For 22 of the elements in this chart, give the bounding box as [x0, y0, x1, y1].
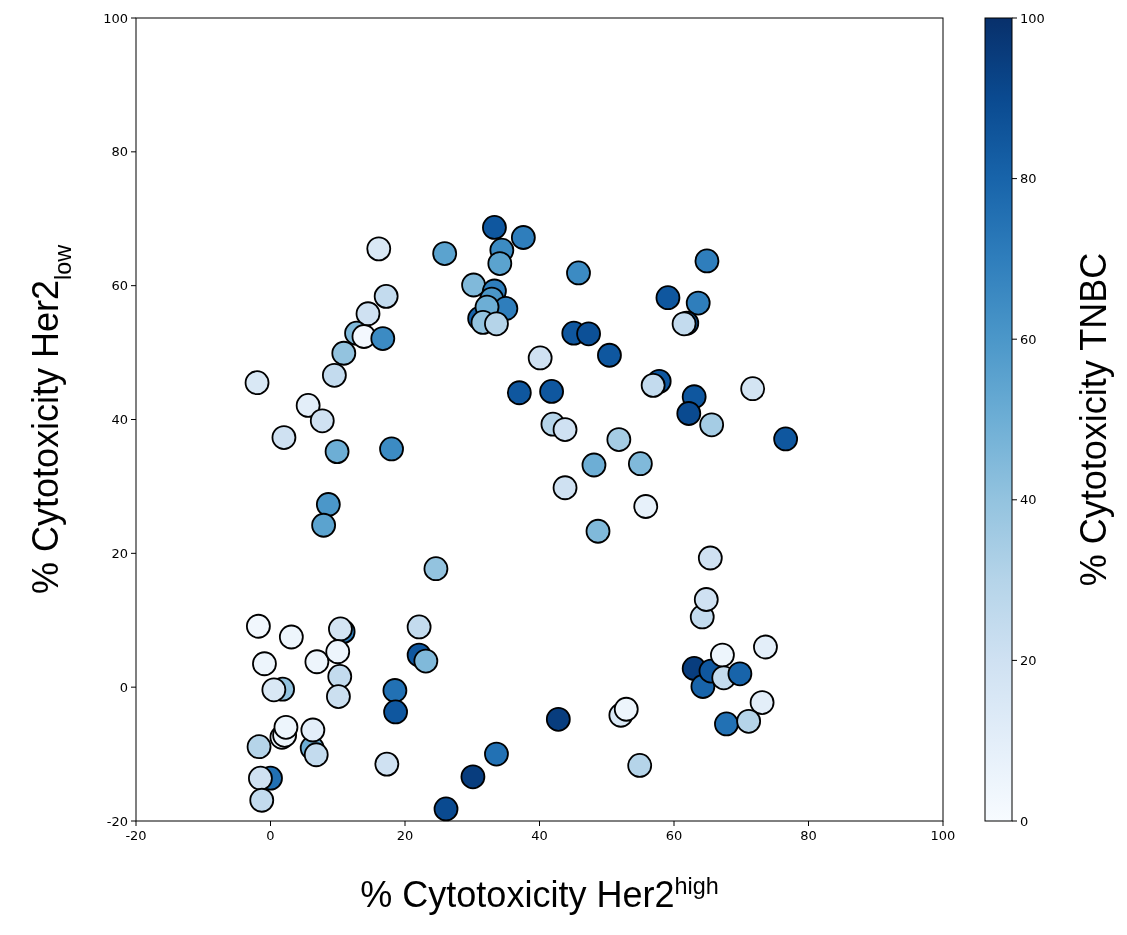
x-tick-label: 100 [930, 828, 956, 843]
color-bar-label: 0 [1020, 813, 1029, 829]
y-tick-label: 40 [111, 412, 128, 427]
color-bar-title: % Cytotoxicity TNBC [1073, 252, 1114, 587]
y-tick-label: 60 [111, 278, 128, 294]
x-tick-label: 40 [531, 828, 548, 843]
x-tick-label: 0 [266, 828, 275, 843]
x-tick-label: -20 [125, 828, 147, 843]
color-bar-label: 40 [1020, 492, 1037, 508]
color-bar-label: 20 [1020, 652, 1037, 668]
y-tick-label: 20 [111, 545, 128, 561]
x-tick-label: 60 [665, 828, 683, 843]
x-tick-label: 20 [396, 828, 414, 843]
y-tick-label: 0 [119, 679, 128, 695]
x-tick-label: 80 [800, 828, 817, 843]
color-bar-label: 80 [1020, 171, 1037, 187]
y-tick-label: 80 [111, 144, 128, 160]
x-axis-title: % Cytotoxicity Her2$^{high}$ [360, 873, 719, 915]
color-bar-label: 60 [1020, 331, 1037, 347]
y-tick-label: 100 [103, 10, 128, 26]
y-tick-label: -20 [106, 813, 128, 829]
color-bar-label: 100 [1020, 10, 1045, 26]
